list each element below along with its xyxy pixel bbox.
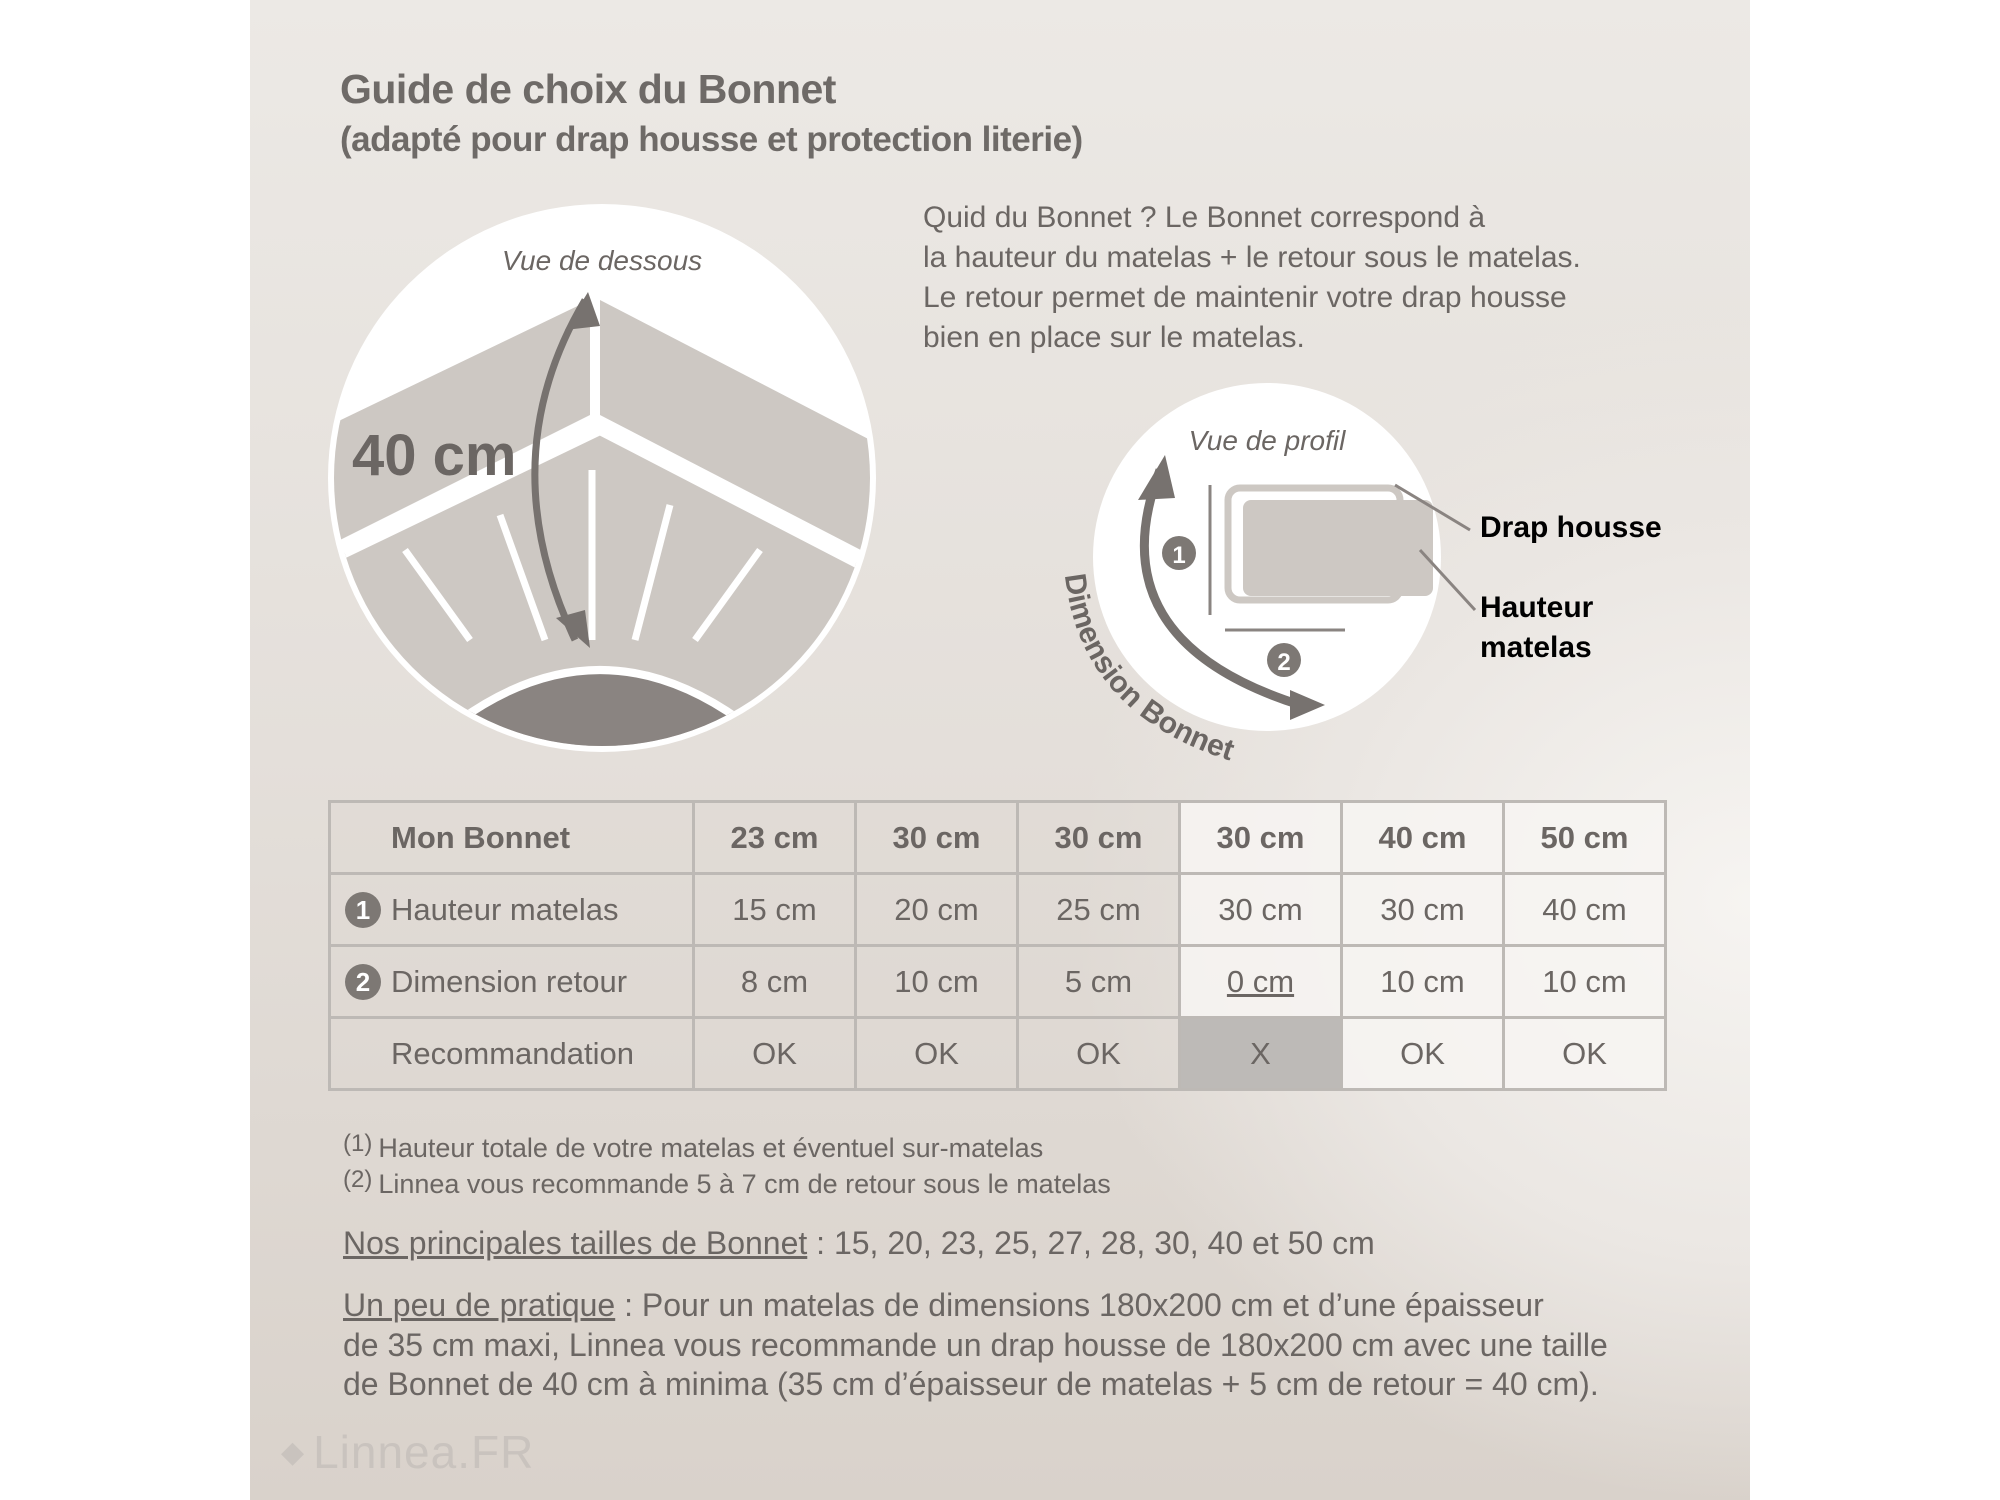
table-cell: 0 cm bbox=[1178, 944, 1343, 1019]
leaf-icon: ◆ bbox=[281, 1436, 306, 1469]
table-cell: OK bbox=[1340, 1016, 1505, 1091]
label-drap-housse: Drap housse bbox=[1480, 511, 1662, 544]
marker-1-icon: 1 bbox=[345, 891, 381, 928]
marker-2-icon: 2 bbox=[345, 963, 381, 1000]
practice-line-1: Un peu de pratique : Pour un matelas de … bbox=[343, 1287, 1544, 1324]
sizes-line: Nos principales tailles de Bonnet : 15, … bbox=[343, 1225, 1375, 1262]
table-cell: 30 cm bbox=[1178, 800, 1343, 875]
profile-view-caption: Vue de profil bbox=[1189, 425, 1346, 456]
row-label: Hauteur matelas bbox=[391, 891, 619, 927]
label-hauteur: Hauteur bbox=[1480, 591, 1594, 624]
footnote-1: (1) Hauteur totale de votre matelas et év… bbox=[343, 1130, 1043, 1164]
mattress-underside bbox=[334, 424, 870, 746]
table-cell: 10 cm bbox=[854, 944, 1019, 1019]
practice-label: Un peu de pratique bbox=[343, 1287, 616, 1323]
intro-line: Le retour permet de maintenir votre drap… bbox=[923, 281, 1567, 314]
marker-2-icon bbox=[1267, 643, 1301, 677]
intro-line: la hauteur du matelas + le retour sous l… bbox=[923, 241, 1581, 274]
linnea-logo: ◆ Linnea.FR bbox=[281, 1425, 534, 1479]
table-cell: 5 cm bbox=[1016, 944, 1181, 1019]
zero-return-value: 0 cm bbox=[1226, 963, 1295, 999]
table-cell: 30 cm bbox=[854, 800, 1019, 875]
label-matelas: matelas bbox=[1480, 631, 1592, 664]
table-row: 1 Hauteur matelas 15 cm 20 cm 25 cm 30 cm… bbox=[328, 872, 1667, 947]
intro-line: Quid du Bonnet ? Le Bonnet correspond à bbox=[923, 201, 1486, 234]
row-header: Mon Bonnet bbox=[328, 800, 695, 875]
practice-line-2: de 35 cm maxi, Linnea vous recommande un… bbox=[343, 1327, 1608, 1363]
footnote-text: Linnea vous recommande 5 à 7 cm de retou… bbox=[378, 1169, 1111, 1199]
table-cell: OK bbox=[1502, 1016, 1667, 1091]
bonnet-arrow bbox=[1139, 468, 1302, 710]
marker-2-text: 2 bbox=[1277, 649, 1290, 676]
table-cell: 50 cm bbox=[1502, 800, 1667, 875]
bottom-view-caption: Vue de dessous bbox=[502, 245, 702, 276]
table-cell: OK bbox=[1016, 1016, 1181, 1091]
sizes-text: : 15, 20, 23, 25, 27, 28, 30, 40 et 50 c… bbox=[807, 1225, 1375, 1261]
table-cell: 30 cm bbox=[1340, 872, 1505, 947]
table-cell: OK bbox=[854, 1016, 1019, 1091]
row-label: Dimension retour bbox=[391, 963, 628, 999]
page-title: Guide de choix du Bonnet bbox=[340, 66, 836, 112]
table-cell: 30 cm bbox=[1016, 800, 1181, 875]
table-row: 2 Dimension retour 8 cm 10 cm 5 cm 0 cm 1… bbox=[328, 944, 1667, 1019]
intro-paragraph: Quid du Bonnet ? Le Bonnet correspond à … bbox=[923, 198, 1581, 358]
table-row: Mon Bonnet 23 cm 30 cm 30 cm 30 cm 40 cm… bbox=[328, 800, 1667, 875]
footnote-mark: (2) bbox=[343, 1166, 373, 1193]
measure-arrow bbox=[531, 298, 589, 642]
mattress-side-left bbox=[334, 300, 590, 540]
logo-text: Linnea.FR bbox=[313, 1426, 535, 1478]
table-cell-not-recommended: X bbox=[1178, 1016, 1343, 1091]
table-cell: 15 cm bbox=[692, 872, 857, 947]
practice-text: : Pour un matelas de dimensions 180x200 … bbox=[615, 1287, 1544, 1323]
practice-line-3: de Bonnet de 40 cm à minima (35 cm d’épa… bbox=[343, 1366, 1599, 1402]
footnote-2: (2) Linnea vous recommande 5 à 7 cm de re… bbox=[343, 1166, 1111, 1200]
row-header: 1 Hauteur matelas bbox=[328, 872, 695, 947]
row-header: 2 Dimension retour bbox=[328, 944, 695, 1019]
footnote-mark: (1) bbox=[343, 1130, 373, 1157]
measure-label: 40 cm bbox=[352, 423, 516, 488]
sizes-label: Nos principales tailles de Bonnet bbox=[343, 1225, 808, 1261]
table-cell: 30 cm bbox=[1178, 872, 1343, 947]
footnote-text: Hauteur totale de votre matelas et évent… bbox=[378, 1133, 1044, 1163]
table-cell: 8 cm bbox=[692, 944, 857, 1019]
table-cell: 25 cm bbox=[1016, 872, 1181, 947]
table-cell: 40 cm bbox=[1502, 872, 1667, 947]
table-cell: OK bbox=[692, 1016, 857, 1091]
table-cell: 40 cm bbox=[1340, 800, 1505, 875]
mattress-profile bbox=[1243, 500, 1433, 596]
mattress-side-right bbox=[600, 300, 870, 560]
table-cell: 20 cm bbox=[854, 872, 1019, 947]
table-cell: 10 cm bbox=[1340, 944, 1505, 1019]
bonnet-table: Mon Bonnet 23 cm 30 cm 30 cm 30 cm 40 cm… bbox=[328, 800, 1667, 1091]
table-cell: 10 cm bbox=[1502, 944, 1667, 1019]
marker-1-icon bbox=[1162, 536, 1196, 570]
page-subtitle: (adapté pour drap housse et protection l… bbox=[340, 120, 1083, 159]
intro-line: bien en place sur le matelas. bbox=[923, 321, 1305, 354]
row-header: Recommandation bbox=[328, 1016, 695, 1091]
marker-1-text: 1 bbox=[1172, 542, 1185, 569]
table-row: Recommandation OK OK OK X OK OK bbox=[328, 1016, 1667, 1091]
table-cell: 23 cm bbox=[692, 800, 857, 875]
